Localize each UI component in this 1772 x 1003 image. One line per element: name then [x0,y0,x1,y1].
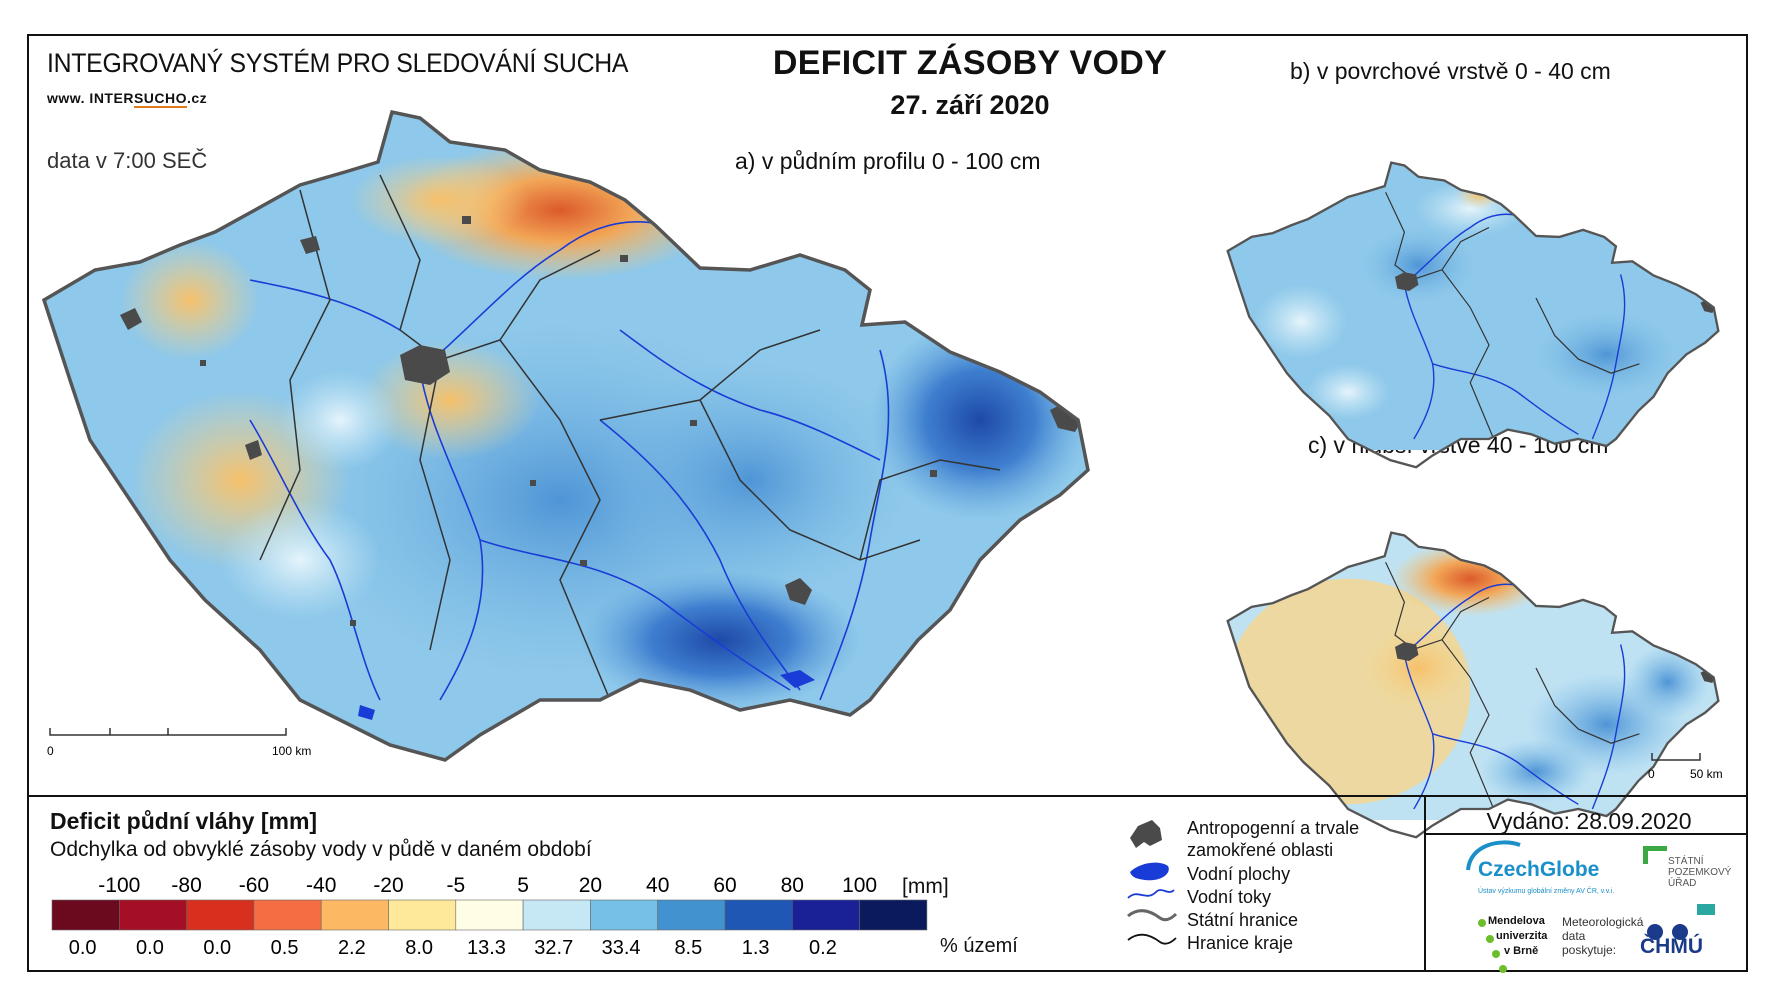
legend-swatch [590,899,659,931]
legend-tick-label: -5 [446,874,465,897]
system-title: INTEGROVANÝ SYSTÉM PRO SLEDOVÁNÍ SUCHA [47,48,629,78]
issued-date: Vydáno: 28.09.2020 [1486,808,1692,834]
czechglobe-logo-arc [1466,840,1521,871]
scale-main-end: 100 km [272,744,311,758]
scale-main-start: 0 [47,744,54,758]
key-region-border: Hranice kraje [1187,933,1294,953]
scale-bar-main [49,728,287,736]
legend-swatch [51,899,120,931]
chmu-logo-mark [1647,924,1688,940]
water-body-icon [1130,862,1169,881]
legend-percent-value: 0.2 [809,937,837,959]
spu-logo-text: STÁTNÍ POZEMKOVÝ ÚŘAD [1668,856,1748,889]
map-a [44,112,1088,760]
spu-logo-mark [1643,846,1715,915]
legend-swatch [455,899,524,931]
legend-swatch [388,899,457,931]
legend-swatch [119,899,187,931]
website-url[interactable]: www. INTERSUCHO.cz [47,90,208,108]
key-anthropogenic-line2: zamokřené oblasti [1187,840,1334,860]
legend-unit: [mm] [902,875,949,898]
panel-dividers [27,795,1748,972]
url-highlight: SUCHO [133,90,187,108]
legend-color-bar [51,899,928,931]
legend-percent-value: 0.0 [203,937,231,959]
legend-tick-label: -60 [239,874,269,897]
legend-subtitle: Odchylka od obvyklé zásoby vody v půdě v… [50,838,592,861]
legend-percent-value: 13.3 [467,937,506,959]
legend-tick-label: -80 [171,874,201,897]
meteo-text: Meteorologická data poskytuje: [1562,915,1644,957]
region-border-icon [1127,933,1177,945]
legend-percent-value: 0.0 [136,937,164,959]
spu-line3: ÚŘAD [1668,878,1697,889]
key-state-border: Státní hranice [1187,910,1299,930]
czechglobe-logo: CzechGlobe [1478,858,1600,881]
mendel-logo-dots [1478,919,1507,973]
mendel-logo-text: Mendelova univerzita v Brně [1488,914,1558,959]
map-b-title: b) v povrchové vrstvě 0 - 40 cm [1290,58,1611,84]
spu-line2: POZEMKOVÝ [1668,867,1732,878]
data-time: data v 7:00 SEČ [47,148,208,173]
legend-percent-value: 8.0 [405,937,433,959]
url-suffix: .cz [187,90,208,106]
legend-swatch [253,899,322,931]
legend-swatch [724,899,793,931]
meteo-line1: Meteorologická [1562,915,1644,929]
legend-tick-label: 60 [713,874,736,897]
legend-percent-labels: 0.0 0.0 0.0 0.5 2.2 8.0 13.3 32.7 33.4 8.5 1.3 0.2 [69,937,837,959]
mendel-line1: Mendelova [1488,915,1545,927]
map-a-title: a) v půdním profilu 0 - 100 cm [735,148,1041,174]
legend-percent-value: 33.4 [602,937,641,959]
mendel-line3: v Brně [1504,945,1539,957]
legend-tick-label: 40 [646,874,669,897]
state-border-icon [1127,909,1178,922]
key-water-courses: Vodní toky [1187,887,1272,907]
legend-swatch [186,899,255,931]
legend-percent-value: 2.2 [338,937,366,959]
legend-percent-unit: % území [940,935,1018,957]
legend-swatch [791,899,860,931]
scale-bar-small [1651,753,1701,761]
key-water-bodies: Vodní plochy [1187,864,1291,884]
legend-percent-value: 32.7 [534,937,573,959]
chmu-logo: ČHMÚ [1640,935,1703,958]
meteo-line3: poskytuje: [1562,943,1617,957]
legend-tick-label: -40 [306,874,336,897]
legend-tick-label: -20 [373,874,403,897]
legend-swatch [859,899,928,931]
scale-small-end: 50 km [1690,767,1723,781]
meteo-line2: data [1562,929,1586,943]
legend-tick-label: 80 [781,874,804,897]
legend-title: Deficit půdní vláhy [mm] [50,808,318,834]
legend-tick-label: -100 [98,874,140,897]
legend-swatch [657,899,726,931]
map-c [1227,532,1719,820]
legend-swatch [522,899,591,931]
legend-percent-value: 8.5 [674,937,702,959]
legend-percent-value: 0.5 [271,937,299,959]
czechglobe-subtitle: Ústav výzkumu globální změny AV ČR, v.v.… [1478,888,1615,895]
url-prefix: www. INTER [47,90,134,106]
mendel-line2: univerzita [1496,930,1548,942]
legend-percent-value: 1.3 [742,937,770,959]
map-date: 27. září 2020 [890,90,1050,120]
river-icon [1127,889,1175,899]
map-b [1227,162,1719,450]
spu-line1: STÁTNÍ [1668,856,1704,867]
main-title: DEFICIT ZÁSOBY VODY [772,44,1168,82]
legend-swatch [320,899,389,931]
legend-percent-value: 0.0 [69,937,97,959]
legend-tick-label: 100 [842,874,877,897]
anthropogenic-icon [1130,820,1162,848]
scale-small-start: 0 [1648,767,1655,781]
key-anthropogenic-line1: Antropogenní a trvale [1187,818,1360,838]
legend-tick-label: 5 [517,874,529,897]
legend-tick-label: 20 [579,874,602,897]
legend-tick-labels: -100 -80 -60 -40 -20 -5 5 20 40 60 80 100 [98,874,877,897]
